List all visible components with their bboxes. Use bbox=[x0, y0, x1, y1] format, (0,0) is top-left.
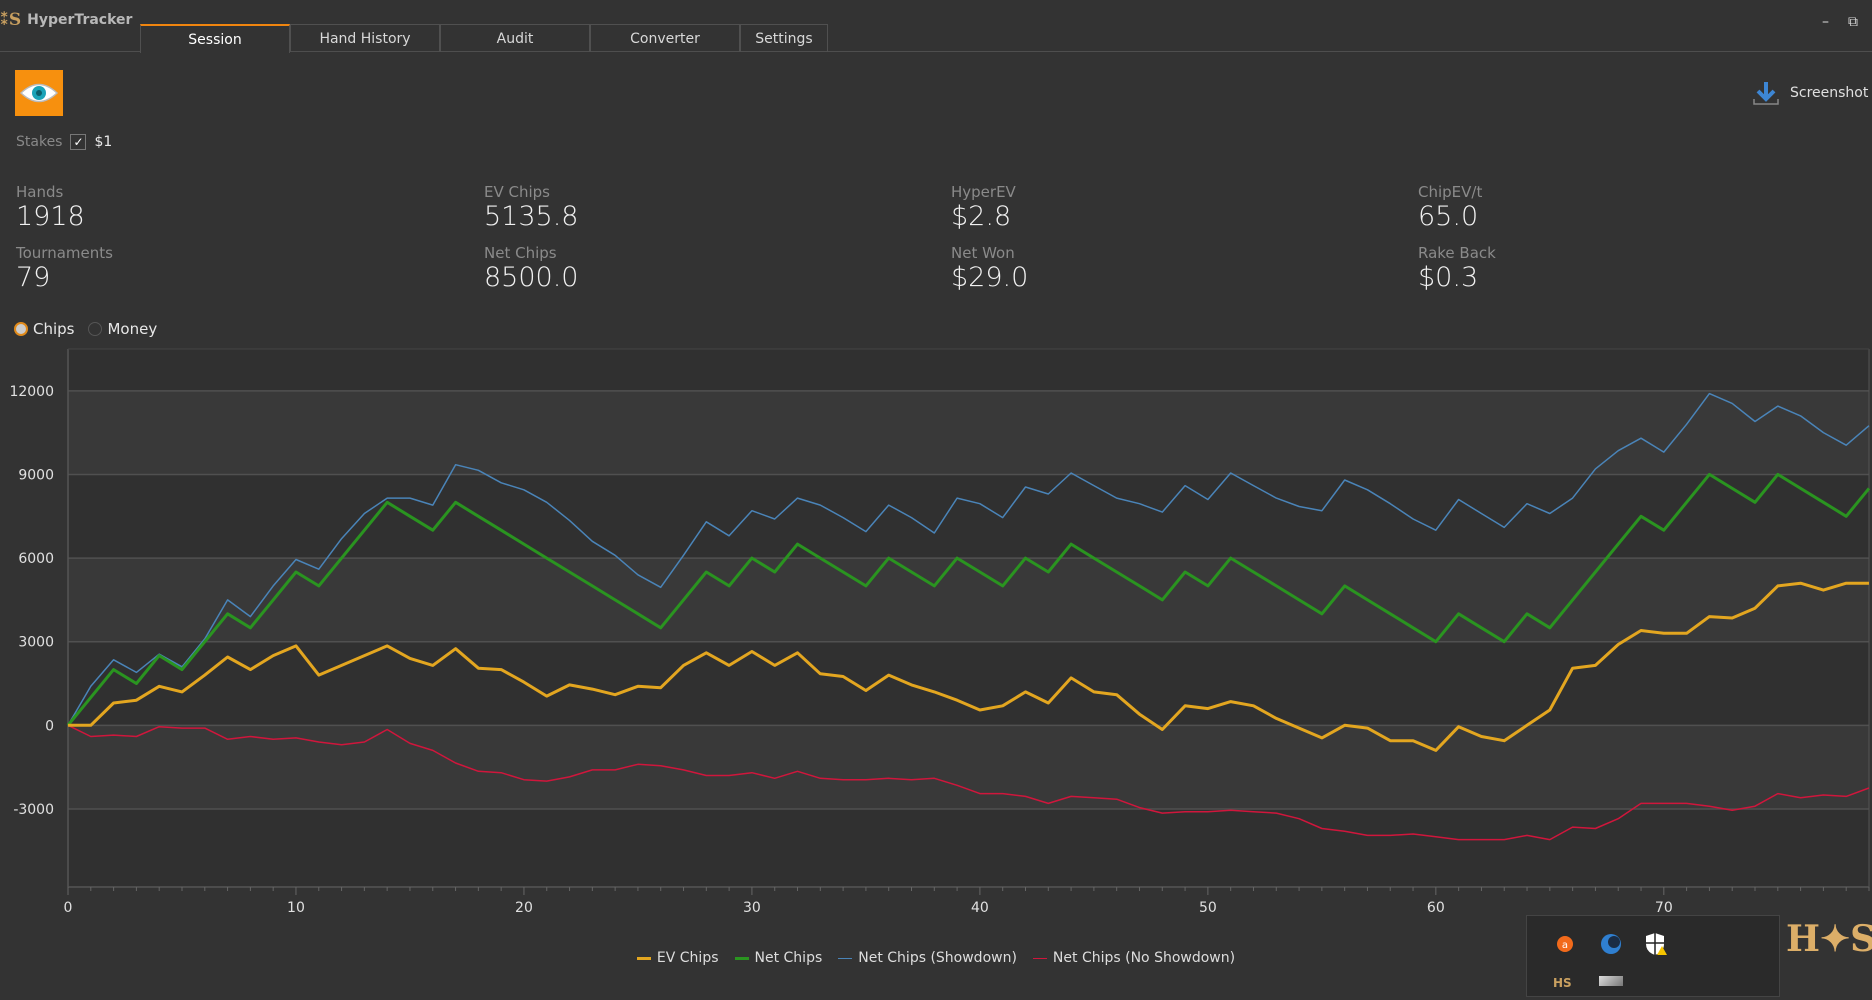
security-warning-icon[interactable] bbox=[1643, 932, 1667, 956]
x-tick-label: 30 bbox=[743, 900, 761, 916]
screenshot-button[interactable]: Screenshot bbox=[1752, 80, 1868, 106]
y-tick-label: 0 bbox=[45, 718, 54, 734]
y-tick-label: 6000 bbox=[18, 551, 54, 567]
grid-band bbox=[68, 725, 1869, 809]
tab-label: Audit bbox=[496, 30, 534, 47]
system-tray-popup: a HS bbox=[1526, 915, 1780, 997]
legend-label: EV Chips bbox=[656, 950, 719, 966]
app-tray-icon[interactable] bbox=[1599, 976, 1623, 986]
legend-label: Net Chips (No Showdown) bbox=[1052, 950, 1236, 966]
avast-icon[interactable]: a bbox=[1553, 932, 1577, 956]
stat-chipev-per-t: ChipEV/t 65.0 bbox=[1418, 183, 1482, 232]
stat-value: 65.0 bbox=[1418, 201, 1479, 232]
legend-swatch bbox=[1032, 957, 1047, 959]
stat-label: Net Won bbox=[951, 244, 1015, 262]
legend-ev-chips: EV Chips bbox=[636, 950, 719, 966]
moon-app-icon[interactable] bbox=[1599, 932, 1623, 956]
legend-label: Net Chips (Showdown) bbox=[858, 950, 1017, 966]
stat-value: 5135.8 bbox=[484, 201, 579, 232]
stake-option-label: $1 bbox=[94, 134, 113, 150]
x-tick-label: 60 bbox=[1427, 900, 1445, 916]
stat-value: 8500.0 bbox=[484, 262, 579, 293]
app-title: HyperTracker bbox=[27, 12, 133, 28]
radio-label: Chips bbox=[33, 320, 75, 338]
tab-audit[interactable]: Audit bbox=[440, 24, 590, 52]
stat-value: $2.8 bbox=[951, 201, 1012, 232]
stat-label: ChipEV/t bbox=[1418, 183, 1483, 201]
y-tick-label: 3000 bbox=[18, 635, 54, 651]
svg-text:a: a bbox=[1562, 940, 1568, 951]
legend-net-chips-no-showdown: Net Chips (No Showdown) bbox=[1032, 950, 1236, 966]
stat-net-won: Net Won $29.0 bbox=[951, 244, 1028, 293]
chart-legend: EV Chips Net Chips Net Chips (Showdown) … bbox=[0, 950, 1872, 966]
logo-mark-icon: ⁑S bbox=[0, 10, 22, 30]
grid-band bbox=[68, 390, 1869, 475]
stakes-label: Stakes bbox=[16, 134, 63, 150]
minimize-button[interactable]: – bbox=[1822, 14, 1829, 30]
radio-indicator bbox=[14, 322, 28, 336]
stat-ev-chips: EV Chips 5135.8 bbox=[484, 183, 578, 232]
y-tick-label: 9000 bbox=[18, 467, 54, 483]
radio-label: Money bbox=[107, 320, 158, 338]
stat-value: 79 bbox=[16, 262, 51, 293]
tab-converter[interactable]: Converter bbox=[590, 24, 740, 52]
tab-label: Converter bbox=[630, 30, 700, 47]
tab-label: Session bbox=[188, 31, 242, 48]
stat-label: Rake Back bbox=[1418, 244, 1496, 262]
stat-value: $0.3 bbox=[1418, 262, 1479, 293]
y-tick-label: 12000 bbox=[9, 384, 54, 400]
legend-net-chips-showdown: Net Chips (Showdown) bbox=[838, 950, 1017, 966]
legend-net-chips: Net Chips bbox=[734, 950, 823, 966]
stake-checkbox[interactable]: ✓ bbox=[70, 134, 87, 150]
stat-hyperev: HyperEV $2.8 bbox=[951, 183, 1016, 232]
x-tick-label: 70 bbox=[1655, 900, 1673, 916]
stat-net-chips: Net Chips 8500.0 bbox=[484, 244, 578, 293]
tab-label: Hand History bbox=[319, 30, 411, 47]
x-tick-label: 10 bbox=[287, 900, 305, 916]
tab-hand-history[interactable]: Hand History bbox=[290, 24, 440, 52]
stat-value: 1918 bbox=[16, 201, 85, 232]
legend-swatch bbox=[734, 956, 749, 960]
tab-label: Settings bbox=[755, 30, 813, 47]
tab-session[interactable]: Session bbox=[140, 24, 290, 53]
x-tick-label: 50 bbox=[1199, 900, 1217, 916]
title-bar: ⁑S HyperTracker Session Hand History Aud… bbox=[0, 0, 1872, 53]
stat-hands: Hands 1918 bbox=[16, 183, 85, 232]
stat-value: $29.0 bbox=[951, 262, 1029, 293]
y-tick-label: -3000 bbox=[13, 802, 54, 818]
stat-label: Net Chips bbox=[484, 244, 557, 262]
stat-tournaments: Tournaments 79 bbox=[16, 244, 113, 293]
x-tick-label: 40 bbox=[971, 900, 989, 916]
legend-label: Net Chips bbox=[754, 950, 823, 966]
series-line-ev-chips bbox=[68, 581, 1869, 752]
eye-icon bbox=[19, 83, 59, 103]
tab-settings[interactable]: Settings bbox=[740, 24, 828, 52]
hs-logo: H✦S bbox=[1786, 918, 1872, 960]
stakes-filter: Stakes ✓ $1 bbox=[16, 134, 112, 150]
radio-indicator bbox=[88, 322, 103, 336]
restore-button[interactable]: ⧉ bbox=[1848, 14, 1858, 30]
screenshot-label: Screenshot bbox=[1790, 85, 1869, 101]
x-tick-label: 20 bbox=[515, 900, 533, 916]
download-icon bbox=[1753, 82, 1779, 105]
hypertracker-tray-icon[interactable]: HS bbox=[1553, 976, 1572, 990]
session-chart: -3000 0 3000 6000 9000 12000 0 10 20 30 40 50 60 70 bbox=[9, 348, 1871, 916]
app-logo: ⁑S HyperTracker bbox=[0, 10, 132, 30]
stat-label: EV Chips bbox=[484, 183, 550, 201]
stat-label: HyperEV bbox=[951, 183, 1016, 201]
stat-label: Hands bbox=[16, 183, 64, 201]
series-line-net-chips-no-showdown bbox=[67, 724, 1870, 841]
view-toggle-button[interactable] bbox=[15, 70, 63, 116]
grid-band bbox=[68, 558, 1869, 642]
series-line-net-chips bbox=[66, 472, 1871, 727]
legend-swatch bbox=[636, 956, 651, 960]
legend-swatch bbox=[838, 957, 853, 959]
x-tick-label: 0 bbox=[64, 900, 73, 916]
mode-radio-group: Chips Money bbox=[14, 320, 157, 338]
series-line-net-chips-showdown bbox=[67, 392, 1870, 726]
radio-chips[interactable]: Chips bbox=[14, 320, 74, 338]
radio-money[interactable]: Money bbox=[88, 320, 157, 338]
stat-label: Tournaments bbox=[16, 244, 113, 262]
stat-rake-back: Rake Back $0.3 bbox=[1418, 244, 1496, 293]
